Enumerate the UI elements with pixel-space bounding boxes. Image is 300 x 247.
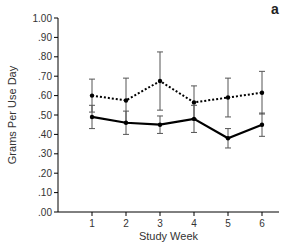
error-cap [225,78,231,79]
error-cap [191,132,197,133]
y-tick-label: .90 [38,32,52,43]
marker [158,123,162,127]
error-cap [191,85,197,86]
error-bar [225,78,231,117]
error-bar [259,113,265,136]
x-tick [92,212,93,216]
error-cap [259,113,265,114]
error-cap [123,111,129,112]
error-bar [259,71,265,114]
marker [158,79,162,83]
error-bar [89,105,95,128]
title: a [271,1,279,17]
y-tick [54,115,58,116]
y-tick [54,37,58,38]
y-tick-label: .30 [38,148,52,159]
marker [260,90,264,94]
x-tick-label: 3 [157,218,163,229]
series-line [92,81,262,102]
y-tick [54,18,58,19]
error-cap [191,105,197,106]
marker [124,121,128,125]
error-cap [89,105,95,106]
y-tick [54,192,58,193]
y-tick [54,134,58,135]
y-tick-label: .50 [38,110,52,121]
x-tick-label: 6 [259,218,265,229]
y-tick-label: .20 [38,168,52,179]
y-tick-label: .80 [38,51,52,62]
marker [226,136,230,140]
y-tick-label: .60 [38,90,52,101]
y-tick [54,95,58,96]
x-axis [58,212,279,213]
marker [90,115,94,119]
marker [226,95,230,99]
y-tick [54,153,58,154]
error-bar [225,129,231,148]
error-cap [225,128,231,129]
marker [90,93,94,97]
marker [192,117,196,121]
error-bar [191,105,197,132]
error-cap [157,110,163,111]
error-cap [123,134,129,135]
y-tick [54,76,58,77]
error-cap [259,71,265,72]
chart: .00 .10 .20 .30 .40 .50 .60 .70 .80 .90 1.00 1 2 3 4 5 6… [0,0,300,247]
error-cap [225,147,231,148]
x-tick [126,212,127,216]
error-cap [259,136,265,137]
x-tick-label: 5 [225,218,231,229]
plot-area [89,52,265,148]
y-tick [54,56,58,57]
x-axis-label: Study Week [139,230,199,242]
x-tick-label: 4 [191,218,197,229]
marker [260,123,264,127]
error-bar [157,116,163,133]
error-cap [89,128,95,129]
series-line [92,117,262,138]
y-tick-label: .10 [38,187,52,198]
error-cap [157,115,163,116]
y-tick-label: .00 [38,207,52,218]
error-cap [225,116,231,117]
error-cap [157,51,163,52]
x-tick [228,212,229,216]
y-axis-label: Grams Per Use Day [6,65,18,164]
error-bar [157,52,163,110]
y-tick [54,212,58,213]
error-cap [157,133,163,134]
marker [124,98,128,102]
error-cap [123,78,129,79]
x-tick [194,212,195,216]
y-tick-label: .70 [38,71,52,82]
x-tick [160,212,161,216]
y-tick-label: 1.00 [33,13,53,24]
error-bar [123,111,129,134]
y-tick-label: .40 [38,129,52,140]
y-tick [54,173,58,174]
marker [192,100,196,104]
error-cap [89,79,95,80]
x-tick-label: 2 [123,218,129,229]
x-tick-label: 1 [89,218,95,229]
x-tick [262,212,263,216]
